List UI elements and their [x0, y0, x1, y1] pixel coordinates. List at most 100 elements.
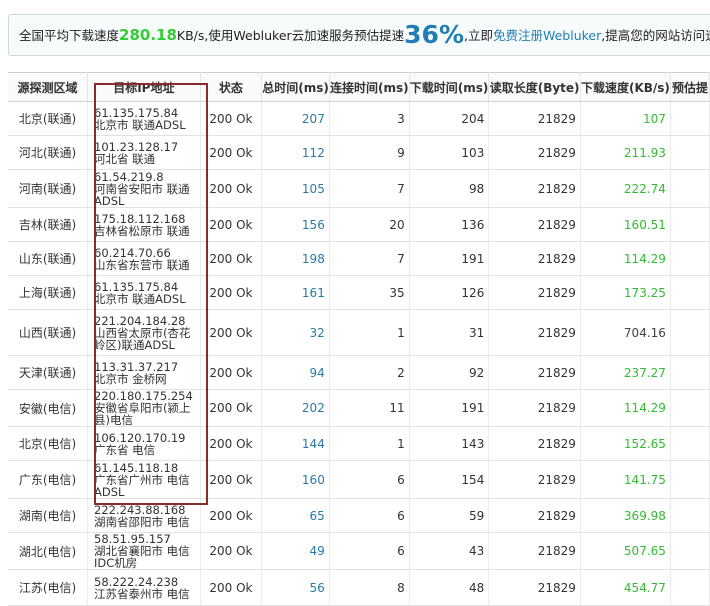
connect-time-cell: 6	[329, 460, 410, 499]
connect-time-cell: 6	[329, 532, 410, 570]
read-length-cell: 21829	[488, 207, 581, 242]
ip-address: 58.51.95.157	[94, 532, 171, 546]
table-row: 北京(电信) 106.120.170.19 广东省 电信 200 Ok 144 1 143 2…	[8, 426, 710, 461]
total-time-cell: 198	[261, 241, 330, 276]
status-cell: 200 Ok	[200, 309, 263, 356]
banner-text: 全国平均下载速度280.18KB/s,使用Webluker云加速服务预估提速36…	[19, 22, 710, 48]
column-header-connect-time[interactable]: 连接时间(ms)	[329, 72, 410, 102]
register-link[interactable]: 免费注册Webluker	[492, 28, 602, 43]
table-row: 河南(联通) 61.54.219.8 河南省安阳市 联通ADSL 200 Ok 105 7…	[8, 169, 710, 208]
ip-address: 113.31.37.217	[94, 359, 179, 374]
download-time-cell: 126	[409, 275, 490, 310]
region-cell: 广东(电信)	[8, 460, 89, 499]
ip-address: 101.23.128.17	[94, 139, 179, 154]
ip-location: 河北省 联通	[94, 151, 156, 166]
column-header-region[interactable]: 源探测区域	[8, 72, 89, 102]
ip-address: 175.18.112.168	[94, 211, 186, 226]
region-cell: 山东(联通)	[8, 241, 89, 276]
banner-speed-unit: KB/s,使用Webluker云加速服务预估提速	[176, 28, 405, 43]
estimate-cell	[670, 355, 710, 390]
read-length-cell: 21829	[488, 275, 581, 310]
status-cell: 200 Ok	[200, 498, 263, 533]
download-speed-cell: 237.27	[580, 355, 671, 390]
estimate-cell	[670, 498, 710, 533]
connect-time-cell: 35	[329, 275, 410, 310]
read-length-cell: 21829	[488, 426, 581, 461]
estimate-cell	[670, 207, 710, 242]
table-body: 北京(联通) 61.135.175.84 北京市 联通ADSL 200 Ok 207 3 2…	[8, 101, 710, 606]
ip-cell: 175.18.112.168 吉林省松原市 联通	[87, 207, 201, 242]
ip-location: 北京市 金桥网	[94, 371, 167, 386]
estimate-cell	[670, 532, 710, 570]
status-cell: 200 Ok	[200, 207, 263, 242]
ip-address: 61.135.175.84	[94, 105, 179, 120]
column-header-estimate[interactable]: 预估提	[670, 72, 710, 102]
table-row: 天津(联通) 113.31.37.217 北京市 金桥网 200 Ok 94 2 92 218…	[8, 355, 710, 390]
download-speed-cell: 173.25	[580, 275, 671, 310]
connect-time-cell: 9	[329, 135, 410, 170]
table-row: 湖北(电信) 58.51.95.157 湖北省襄阳市 电信IDC机房 200 Ok 49…	[8, 532, 710, 570]
total-time-cell: 105	[261, 169, 330, 208]
region-cell: 上海(联通)	[8, 275, 89, 310]
total-time-cell: 156	[261, 207, 330, 242]
status-cell: 200 Ok	[200, 275, 263, 310]
column-header-status[interactable]: 状态	[200, 72, 263, 102]
ip-address: 106.120.170.19	[94, 430, 186, 445]
ip-cell: 61.145.118.18 广东省广州市 电信ADSL	[87, 460, 201, 499]
table-row: 山东(联通) 60.214.70.66 山东省东营市 联通 200 Ok 198 7 191…	[8, 241, 710, 276]
region-cell: 天津(联通)	[8, 355, 89, 390]
total-time-cell: 56	[261, 569, 330, 606]
status-cell: 200 Ok	[200, 389, 263, 427]
status-cell: 200 Ok	[200, 169, 263, 208]
download-time-cell: 43	[409, 532, 490, 570]
table-row: 北京(联通) 61.135.175.84 北京市 联通ADSL 200 Ok 207 3 2…	[8, 101, 710, 136]
status-cell: 200 Ok	[200, 101, 263, 136]
estimate-cell	[670, 309, 710, 356]
download-time-cell: 191	[409, 389, 490, 427]
region-cell: 吉林(联通)	[8, 207, 89, 242]
download-time-cell: 92	[409, 355, 490, 390]
download-speed-cell: 211.93	[580, 135, 671, 170]
connect-time-cell: 7	[329, 169, 410, 208]
download-speed-cell: 507.65	[580, 532, 671, 570]
download-speed-cell: 369.98	[580, 498, 671, 533]
ip-address: 220.180.175.254	[94, 389, 193, 403]
ip-cell: 58.222.24.238 江苏省泰州市 电信	[87, 569, 201, 606]
ip-address: 61.54.219.8	[94, 169, 164, 184]
download-time-cell: 98	[409, 169, 490, 208]
column-header-read-length[interactable]: 读取长度(Byte)	[488, 72, 581, 102]
read-length-cell: 21829	[488, 241, 581, 276]
connect-time-cell: 7	[329, 241, 410, 276]
download-speed-cell: 107	[580, 101, 671, 136]
read-length-cell: 21829	[488, 169, 581, 208]
download-time-cell: 143	[409, 426, 490, 461]
connect-time-cell: 8	[329, 569, 410, 606]
connect-time-cell: 3	[329, 101, 410, 136]
download-speed-cell: 454.77	[580, 569, 671, 606]
table-row: 吉林(联通) 175.18.112.168 吉林省松原市 联通 200 Ok 156 20…	[8, 207, 710, 242]
region-cell: 山西(联通)	[8, 309, 89, 356]
read-length-cell: 21829	[488, 498, 581, 533]
estimate-cell	[670, 569, 710, 606]
banner-suffix: ,提高您的网站访问速度。	[601, 28, 710, 43]
download-speed-cell: 114.29	[580, 389, 671, 427]
status-cell: 200 Ok	[200, 241, 263, 276]
ip-cell: 106.120.170.19 广东省 电信	[87, 426, 201, 461]
table-row: 安徽(电信) 220.180.175.254 安徽省阜阳市(颍上县)电信 200 Ok…	[8, 389, 710, 427]
connect-time-cell: 1	[329, 426, 410, 461]
column-header-total-time[interactable]: 总时间(ms)	[261, 72, 330, 102]
total-time-cell: 160	[261, 460, 330, 499]
column-header-ip[interactable]: 目标IP地址	[87, 72, 201, 102]
total-time-cell: 202	[261, 389, 330, 427]
estimate-cell	[670, 460, 710, 499]
total-time-cell: 65	[261, 498, 330, 533]
column-header-download-speed[interactable]: 下载速度(KB/s)	[580, 72, 671, 102]
read-length-cell: 21829	[488, 532, 581, 570]
read-length-cell: 21829	[488, 101, 581, 136]
status-cell: 200 Ok	[200, 532, 263, 570]
column-header-download-time[interactable]: 下载时间(ms)	[409, 72, 490, 102]
banner-mid: ,立即	[464, 28, 493, 43]
region-cell: 河北(联通)	[8, 135, 89, 170]
read-length-cell: 21829	[488, 355, 581, 390]
download-speed-cell: 704.16	[580, 309, 671, 356]
